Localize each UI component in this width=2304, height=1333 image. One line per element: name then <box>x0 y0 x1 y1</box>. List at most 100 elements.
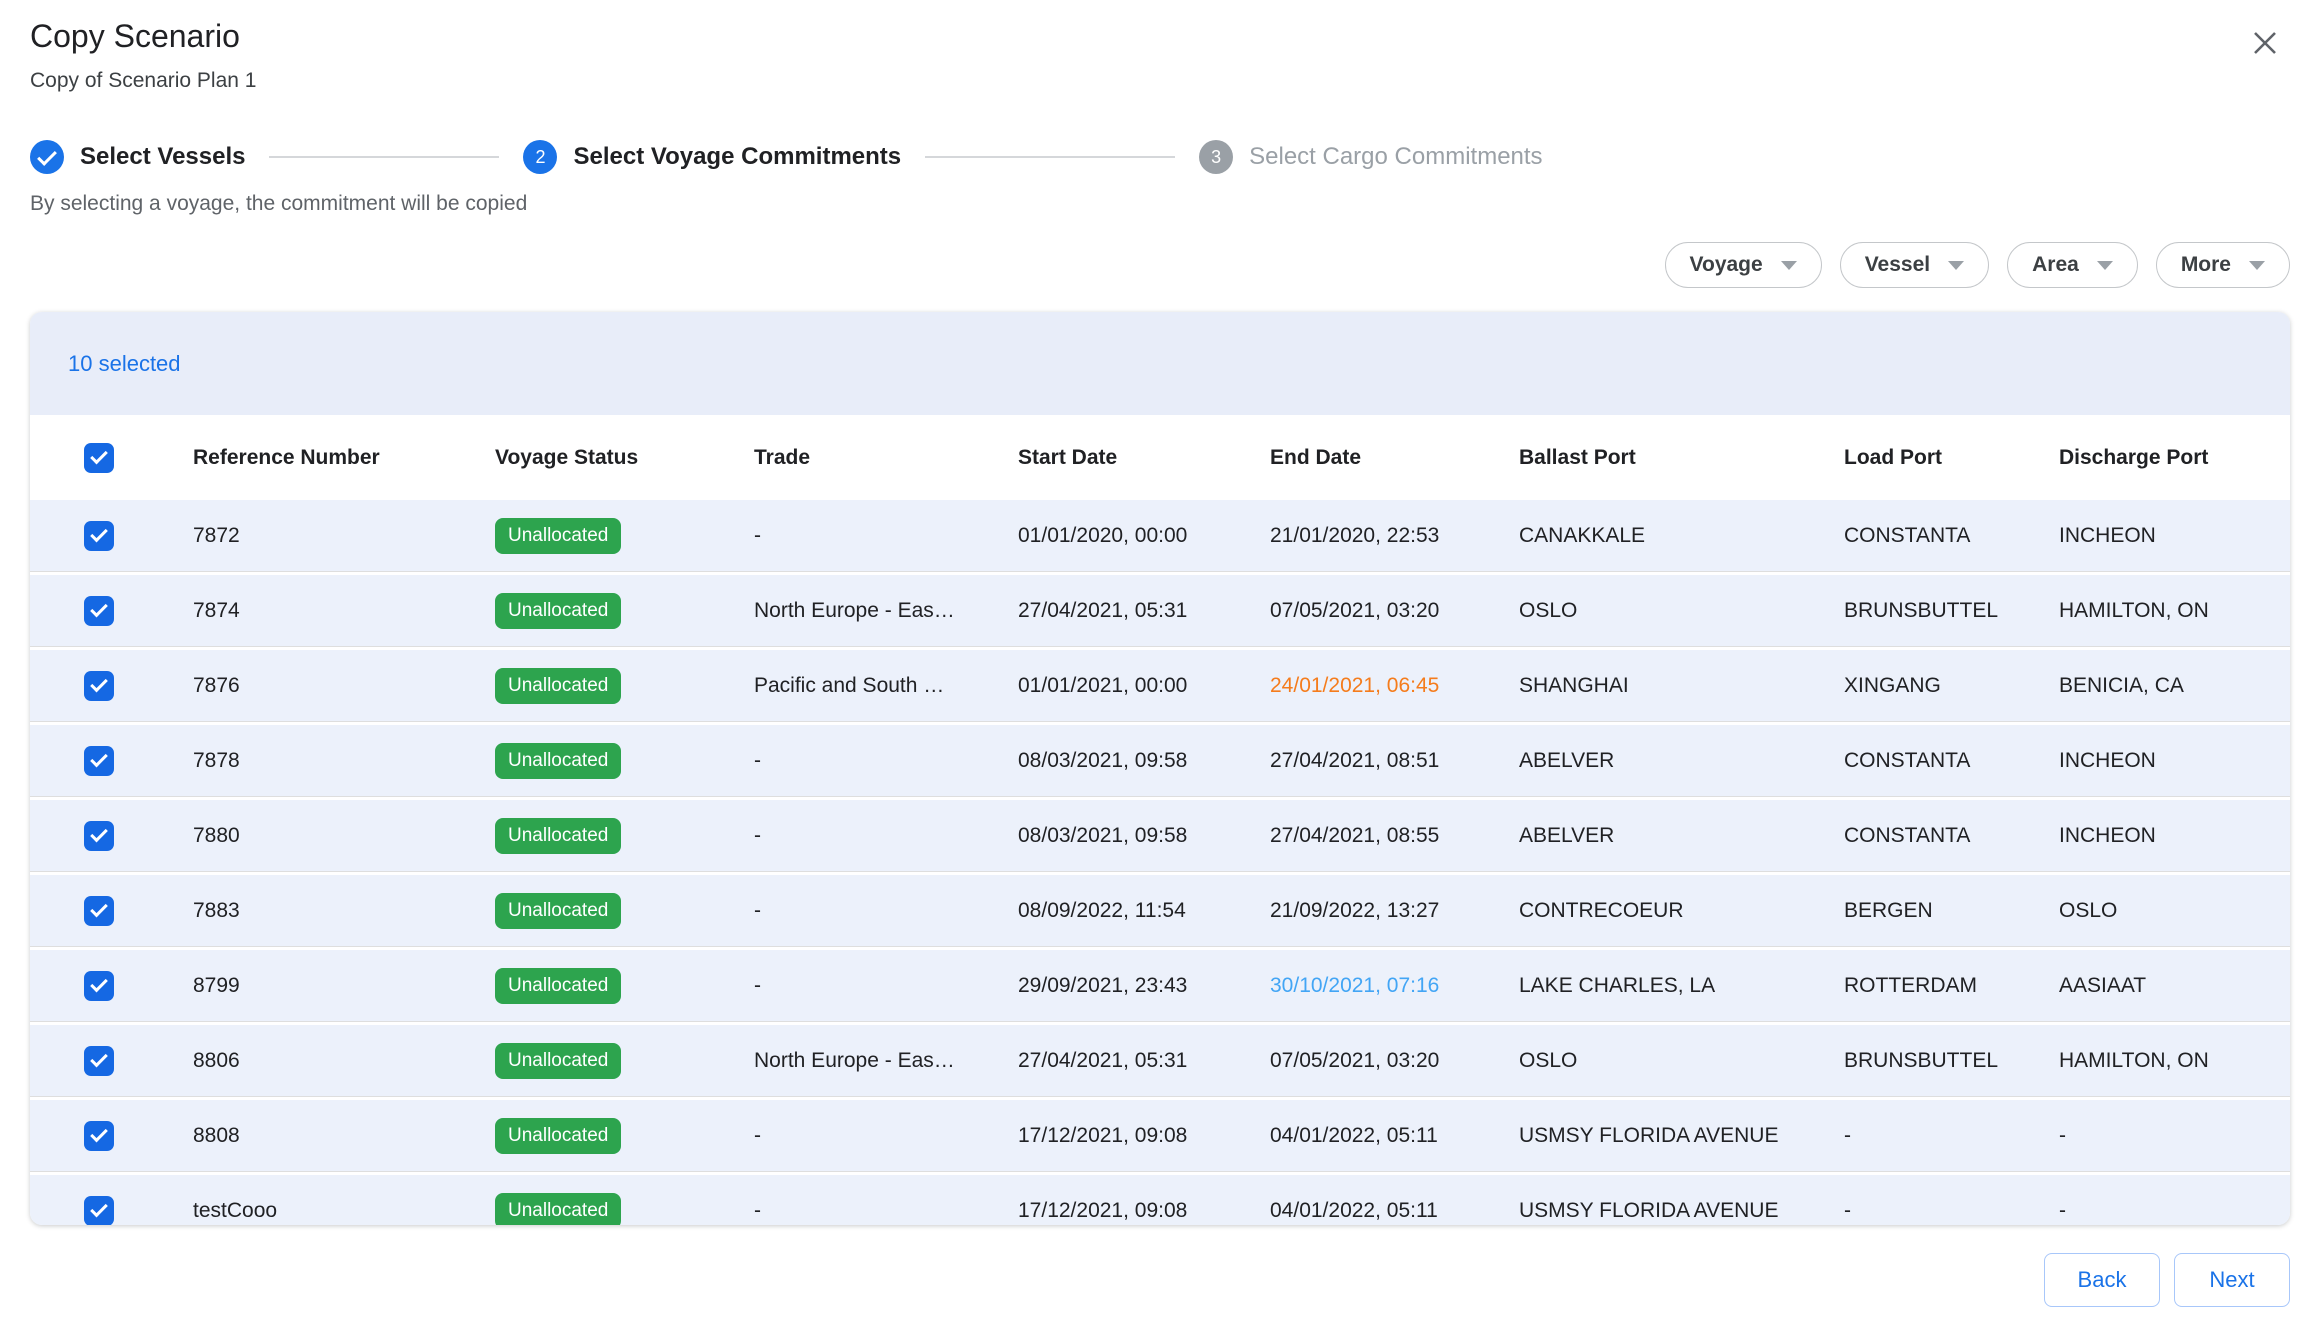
trade: - <box>754 1124 1018 1148</box>
reference-number: 7878 <box>193 749 495 773</box>
table-row[interactable]: 7876 Unallocated Pacific and South … 01/… <box>30 650 2290 722</box>
discharge-port: INCHEON <box>2059 749 2290 773</box>
select-all-checkbox[interactable] <box>84 443 114 473</box>
table-row[interactable]: 7872 Unallocated - 01/01/2020, 00:00 21/… <box>30 500 2290 572</box>
column-header-reference-number: Reference Number <box>193 446 495 470</box>
end-date: 24/01/2021, 06:45 <box>1270 674 1519 698</box>
discharge-port: OSLO <box>2059 899 2290 923</box>
table-row[interactable]: testCooo Unallocated - 17/12/2021, 09:08… <box>30 1175 2290 1225</box>
reference-number: 7883 <box>193 899 495 923</box>
table-body: 7872 Unallocated - 01/01/2020, 00:00 21/… <box>30 500 2290 1225</box>
reference-number: 7872 <box>193 524 495 548</box>
selected-count[interactable]: 10 selected <box>68 351 181 377</box>
column-header-voyage-status: Voyage Status <box>495 446 754 470</box>
stepper-connector <box>269 156 499 158</box>
trade: - <box>754 749 1018 773</box>
step-label: Select Vessels <box>80 143 245 171</box>
trade: - <box>754 824 1018 848</box>
end-date: 04/01/2022, 05:11 <box>1270 1199 1519 1223</box>
discharge-port: HAMILTON, ON <box>2059 1049 2290 1073</box>
ballast-port: USMSY FLORIDA AVENUE <box>1519 1199 1844 1223</box>
table-row[interactable]: 8806 Unallocated North Europe - Eas… 27/… <box>30 1025 2290 1097</box>
dialog-titles: Copy Scenario Copy of Scenario Plan 1 <box>30 16 256 94</box>
table-header-row: Reference Number Voyage Status Trade Sta… <box>30 415 2290 500</box>
filter-more[interactable]: More <box>2156 242 2290 288</box>
row-checkbox[interactable] <box>84 521 114 551</box>
stepper-step-select-cargo-commitments[interactable]: 3 Select Cargo Commitments <box>1199 140 1542 174</box>
step-label: Select Cargo Commitments <box>1249 143 1542 171</box>
reference-number: testCooo <box>193 1199 495 1223</box>
ballast-port: SHANGHAI <box>1519 674 1844 698</box>
step-completed-circle <box>30 140 64 174</box>
selection-summary-bar: 10 selected <box>30 312 2290 415</box>
load-port: BERGEN <box>1844 899 2059 923</box>
column-header-trade: Trade <box>754 446 1018 470</box>
status-badge: Unallocated <box>495 893 621 929</box>
load-port: CONSTANTA <box>1844 749 2059 773</box>
load-port: CONSTANTA <box>1844 824 2059 848</box>
table-row[interactable]: 7883 Unallocated - 08/09/2022, 11:54 21/… <box>30 875 2290 947</box>
table-row[interactable]: 7880 Unallocated - 08/03/2021, 09:58 27/… <box>30 800 2290 872</box>
load-port: ROTTERDAM <box>1844 974 2059 998</box>
status-badge: Unallocated <box>495 668 621 704</box>
filter-area[interactable]: Area <box>2007 242 2138 288</box>
ballast-port: OSLO <box>1519 599 1844 623</box>
table-row[interactable]: 7874 Unallocated North Europe - Eas… 27/… <box>30 575 2290 647</box>
stepper-step-select-voyage-commitments[interactable]: 2 Select Voyage Commitments <box>523 140 901 174</box>
row-checkbox[interactable] <box>84 671 114 701</box>
row-checkbox[interactable] <box>84 821 114 851</box>
trade: - <box>754 1199 1018 1223</box>
load-port: BRUNSBUTTEL <box>1844 599 2059 623</box>
stepper: Select Vessels 2 Select Voyage Commitmen… <box>30 140 2290 174</box>
ballast-port: USMSY FLORIDA AVENUE <box>1519 1124 1844 1148</box>
close-icon[interactable] <box>2248 26 2282 60</box>
table-row[interactable]: 7878 Unallocated - 08/03/2021, 09:58 27/… <box>30 725 2290 797</box>
end-date: 21/01/2020, 22:53 <box>1270 524 1519 548</box>
dialog-subtitle: Copy of Scenario Plan 1 <box>30 68 256 94</box>
row-checkbox[interactable] <box>84 746 114 776</box>
next-button[interactable]: Next <box>2174 1253 2290 1307</box>
row-checkbox[interactable] <box>84 596 114 626</box>
discharge-port: - <box>2059 1124 2290 1148</box>
status-badge: Unallocated <box>495 1193 621 1226</box>
status-badge: Unallocated <box>495 593 621 629</box>
filter-label: Voyage <box>1690 253 1763 277</box>
filter-voyage[interactable]: Voyage <box>1665 242 1822 288</box>
page-title: Copy Scenario <box>30 16 256 56</box>
end-date: 27/04/2021, 08:51 <box>1270 749 1519 773</box>
reference-number: 7876 <box>193 674 495 698</box>
step-number-circle: 2 <box>523 140 557 174</box>
back-button[interactable]: Back <box>2044 1253 2160 1307</box>
status-badge: Unallocated <box>495 968 621 1004</box>
row-checkbox[interactable] <box>84 1046 114 1076</box>
status-badge: Unallocated <box>495 818 621 854</box>
status-badge: Unallocated <box>495 518 621 554</box>
voyage-commitments-table: 10 selected Reference Number Voyage Stat… <box>30 312 2290 1225</box>
copy-scenario-dialog: Copy Scenario Copy of Scenario Plan 1 Se… <box>0 0 2304 1333</box>
filter-label: More <box>2181 253 2231 277</box>
trade: North Europe - Eas… <box>754 1049 1018 1073</box>
start-date: 01/01/2021, 00:00 <box>1018 674 1270 698</box>
chevron-down-icon <box>2097 261 2113 270</box>
row-checkbox[interactable] <box>84 1121 114 1151</box>
load-port: - <box>1844 1124 2059 1148</box>
step-number-circle: 3 <box>1199 140 1233 174</box>
filter-vessel[interactable]: Vessel <box>1840 242 1989 288</box>
row-checkbox[interactable] <box>84 1196 114 1226</box>
table-row[interactable]: 8808 Unallocated - 17/12/2021, 09:08 04/… <box>30 1100 2290 1172</box>
chevron-down-icon <box>1948 261 1964 270</box>
start-date: 17/12/2021, 09:08 <box>1018 1124 1270 1148</box>
start-date: 01/01/2020, 00:00 <box>1018 524 1270 548</box>
dialog-footer: Back Next <box>30 1253 2290 1307</box>
reference-number: 8799 <box>193 974 495 998</box>
ballast-port: OSLO <box>1519 1049 1844 1073</box>
table-row[interactable]: 8799 Unallocated - 29/09/2021, 23:43 30/… <box>30 950 2290 1022</box>
chevron-down-icon <box>1781 261 1797 270</box>
row-checkbox[interactable] <box>84 896 114 926</box>
row-checkbox[interactable] <box>84 971 114 1001</box>
stepper-step-select-vessels[interactable]: Select Vessels <box>30 140 245 174</box>
step-label: Select Voyage Commitments <box>573 143 901 171</box>
column-header-start-date: Start Date <box>1018 446 1270 470</box>
discharge-port: INCHEON <box>2059 524 2290 548</box>
ballast-port: ABELVER <box>1519 824 1844 848</box>
